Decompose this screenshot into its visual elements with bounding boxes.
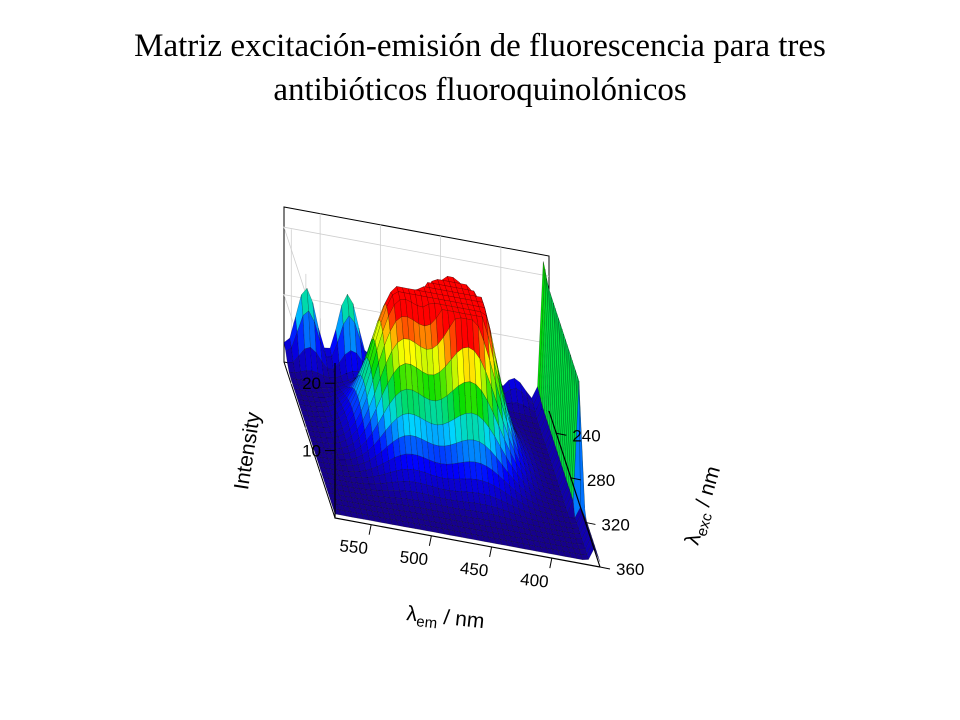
z-tick-label: 20 [302,374,321,393]
em-tick-label: 550 [339,536,369,558]
em-tick [368,524,372,535]
title-line-2: antibióticos fluoroquinolónicos [273,72,687,108]
title-line-1: Matriz excitación-emisión de fluorescenc… [134,28,826,64]
em-tick-label: 400 [519,570,549,592]
exc-tick-label: 240 [572,426,600,445]
em-tick [489,546,493,558]
z-axis-label: Intensity [230,410,265,491]
y-axis-sub: exc [693,511,716,539]
em-tick [549,557,553,569]
z-tick-label: 10 [302,442,321,461]
y-axis-label: λexc / nm [681,464,729,549]
x-axis-label: λem / nm [405,602,485,637]
axis-ticks: 550 500 450 400 240 280 320 360 10 20 [302,374,644,591]
x-axis-lambda: λ [405,602,418,626]
exc-tick-label: 280 [587,471,615,490]
em-tick [428,535,432,546]
x-axis-unit: / nm [437,605,486,633]
surface-mesh [283,261,601,563]
em-tick-label: 500 [399,547,429,569]
em-tick-label: 450 [459,559,489,581]
exc-tick [585,521,596,525]
right-edge [548,410,601,568]
exc-tick [570,477,581,481]
exc-tick [556,432,567,436]
exc-tick-label: 320 [601,515,629,534]
x-axis-sub: em [416,613,439,632]
y-axis-unit: / nm [690,464,725,515]
box-front-edges [334,363,601,568]
exc-tick-label: 360 [616,560,644,579]
slide-title: Matriz excitación-emisión de fluorescenc… [60,24,900,112]
front-edge [334,363,601,568]
exc-tick [599,566,611,570]
